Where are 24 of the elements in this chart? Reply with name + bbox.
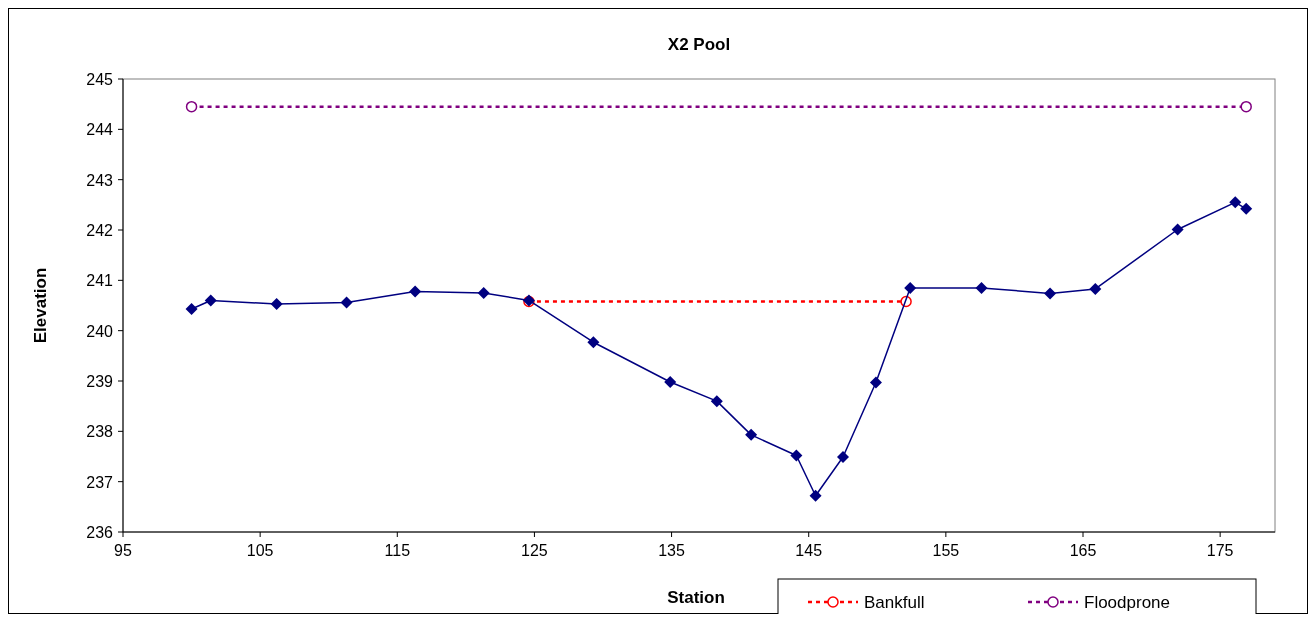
- x-tick-label: 115: [384, 542, 411, 559]
- chart-title: X2 Pool: [667, 35, 731, 54]
- x-tick-label: 165: [1069, 542, 1097, 559]
- x-tick-label: 175: [1206, 542, 1234, 559]
- y-tick-label: 245: [86, 71, 114, 88]
- y-tick-label: 240: [86, 322, 114, 340]
- x-tick-label: 95: [114, 542, 132, 559]
- y-tick-label: 238: [86, 423, 114, 441]
- x-tick-label: 105: [246, 542, 274, 559]
- legend-label: Bankfull: [864, 593, 925, 612]
- x-axis-title: Station: [667, 588, 725, 607]
- y-axis-title: Elevation: [31, 267, 50, 344]
- y-tick-label: 237: [86, 473, 114, 491]
- x-tick-label: 155: [932, 542, 960, 559]
- y-tick-label: 236: [86, 524, 114, 541]
- y-tick-label: 239: [86, 373, 114, 390]
- y-tick-label: 243: [86, 171, 114, 189]
- y-tick-label: 242: [86, 222, 114, 239]
- x-tick-label: 125: [521, 542, 548, 559]
- x-tick-label: 145: [795, 542, 823, 559]
- y-tick-label: 241: [86, 272, 114, 290]
- legend-label: Floodprone: [1084, 593, 1171, 612]
- y-tick-label: 244: [86, 121, 114, 139]
- x-tick-label: 135: [658, 542, 686, 559]
